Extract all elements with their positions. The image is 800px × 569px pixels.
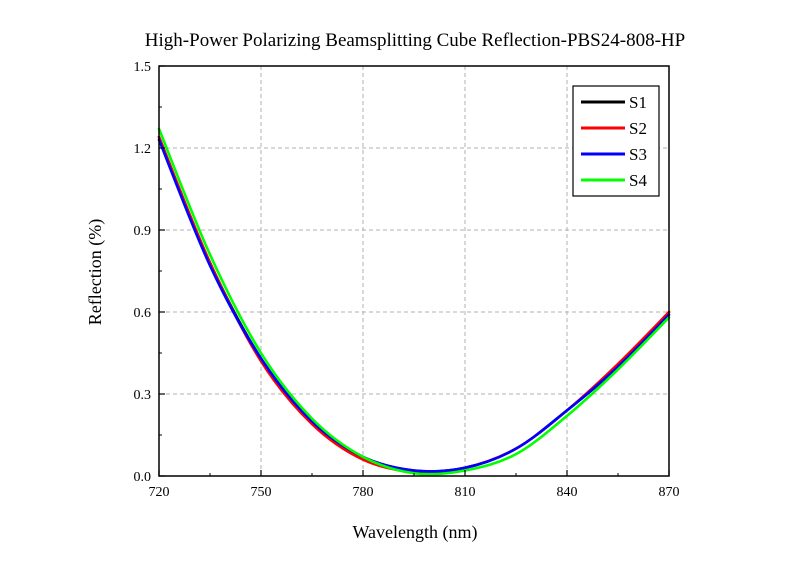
y-tick-label: 1.2 (134, 142, 152, 157)
x-tick-label: 870 (659, 485, 680, 500)
legend-label-s4: S4 (629, 171, 647, 190)
x-tick-label: 810 (455, 485, 476, 500)
y-tick-label: 1.5 (134, 60, 152, 75)
series-line-s4 (157, 127, 671, 476)
legend-label-s2: S2 (629, 119, 647, 138)
x-tick-label: 750 (251, 485, 272, 500)
axis-ticks: 720 750 780 810 840 870 0.0 0.3 0.6 0.9 1.2 1.5 (134, 60, 680, 500)
x-tick-label: 720 (149, 485, 170, 500)
y-tick-label: 0.0 (134, 470, 152, 485)
legend-label-s3: S3 (629, 145, 647, 164)
y-tick-label: 0.9 (134, 224, 152, 239)
legend-box (572, 85, 660, 197)
y-tick-label: 0.3 (134, 388, 152, 403)
y-axis-label: Reflection (%) (85, 219, 106, 325)
series-line-s3 (157, 138, 671, 473)
data-series (157, 127, 671, 476)
legend-label-s1: S1 (629, 93, 647, 112)
chart-title: High-Power Polarizing Beamsplitting Cube… (145, 30, 685, 51)
legend: S1 S2 S3 S4 (572, 85, 660, 197)
x-tick-label: 840 (557, 485, 578, 500)
x-tick-label: 780 (353, 485, 374, 500)
grid-lines (159, 66, 669, 476)
x-axis-label: Wavelength (nm) (352, 522, 477, 543)
y-tick-label: 0.6 (134, 306, 152, 321)
